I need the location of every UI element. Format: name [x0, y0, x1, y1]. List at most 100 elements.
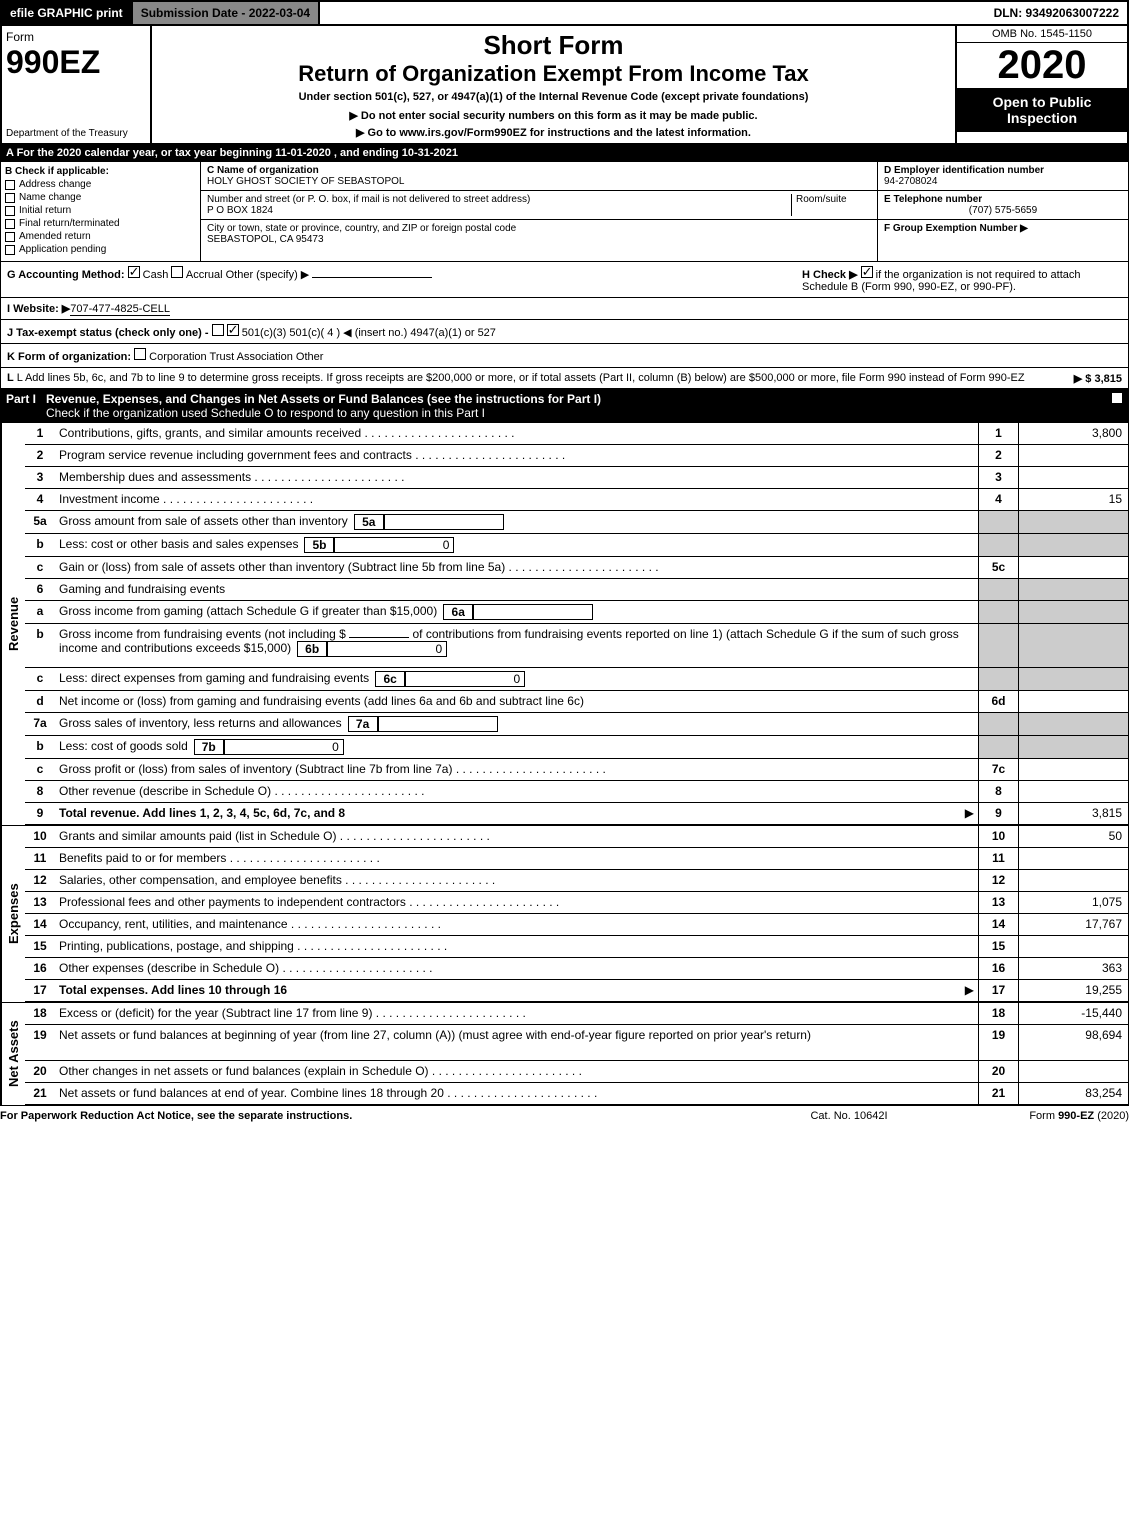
- part1-header: Part I Revenue, Expenses, and Changes in…: [0, 389, 1129, 423]
- line-1: Contributions, gifts, grants, and simila…: [55, 423, 978, 444]
- page-footer: For Paperwork Reduction Act Notice, see …: [0, 1106, 1129, 1126]
- meta-k: K Form of organization: Corporation Trus…: [0, 344, 1129, 368]
- l-amount: ▶ $ 3,815: [1074, 372, 1122, 385]
- line-6d-val: [1018, 691, 1128, 712]
- line-15-val: [1018, 936, 1128, 957]
- line-7b: Less: cost of goods sold7b0: [55, 736, 978, 758]
- revenue-label: Revenue: [1, 423, 25, 825]
- open-public: Open to Public Inspection: [957, 88, 1127, 132]
- line-5a: Gross amount from sale of assets other t…: [55, 511, 978, 533]
- line-4-val: 15: [1018, 489, 1128, 510]
- line-14: Occupancy, rent, utilities, and maintena…: [55, 914, 978, 935]
- form-header: Form 990EZ Department of the Treasury Sh…: [0, 26, 1129, 145]
- line-20: Other changes in net assets or fund bala…: [55, 1061, 978, 1082]
- h-checkbox[interactable]: [861, 266, 873, 278]
- line-3-val: [1018, 467, 1128, 488]
- footer-right: Form 990-EZ (2020): [949, 1110, 1129, 1122]
- check-amended-return[interactable]: Amended return: [5, 231, 196, 242]
- line-6d: Net income or (loss) from gaming and fun…: [55, 691, 978, 712]
- meta-j: J Tax-exempt status (check only one) - 5…: [0, 320, 1129, 344]
- revenue-section: Revenue 1Contributions, gifts, grants, a…: [0, 423, 1129, 826]
- line-6a: Gross income from gaming (attach Schedul…: [55, 601, 978, 623]
- check-name-change[interactable]: Name change: [5, 192, 196, 203]
- line-4: Investment income: [55, 489, 978, 510]
- line-12: Salaries, other compensation, and employ…: [55, 870, 978, 891]
- k-corp[interactable]: [134, 348, 146, 360]
- line-20-val: [1018, 1061, 1128, 1082]
- info-grid: B Check if applicable: Address change Na…: [0, 161, 1129, 262]
- part1-check[interactable]: [1111, 392, 1123, 404]
- line-18-val: -15,440: [1018, 1003, 1128, 1024]
- line-7a: Gross sales of inventory, less returns a…: [55, 713, 978, 735]
- e-label: E Telephone number: [884, 194, 1122, 205]
- check-b-label: B Check if applicable:: [5, 166, 196, 177]
- efile-label[interactable]: efile GRAPHIC print: [2, 2, 133, 24]
- line-6c: Less: direct expenses from gaming and fu…: [55, 668, 978, 690]
- line-16: Other expenses (describe in Schedule O): [55, 958, 978, 979]
- dln: DLN: 93492063007222: [986, 2, 1127, 24]
- line-8-val: [1018, 781, 1128, 802]
- c-label: C Name of organization: [207, 165, 871, 176]
- form-label: Form: [6, 30, 146, 44]
- line-10-val: 50: [1018, 826, 1128, 847]
- ssn-note: ▶ Do not enter social security numbers o…: [156, 109, 951, 122]
- phone: (707) 575-5659: [884, 205, 1122, 216]
- line-5b: Less: cost or other basis and sales expe…: [55, 534, 978, 556]
- check-address-change[interactable]: Address change: [5, 179, 196, 190]
- line-9: Total revenue. Add lines 1, 2, 3, 4, 5c,…: [55, 803, 978, 824]
- line-13-val: 1,075: [1018, 892, 1128, 913]
- footer-center: Cat. No. 10642I: [749, 1110, 949, 1122]
- line-5c-val: [1018, 557, 1128, 578]
- form-number: 990EZ: [6, 44, 146, 81]
- meta-g-h: G Accounting Method: Cash Accrual Other …: [0, 262, 1129, 298]
- check-final-return[interactable]: Final return/terminated: [5, 218, 196, 229]
- top-bar: efile GRAPHIC print Submission Date - 20…: [0, 0, 1129, 26]
- line-6: Gaming and fundraising events: [55, 579, 978, 600]
- expenses-label: Expenses: [1, 826, 25, 1002]
- line-6b: Gross income from fundraising events (no…: [55, 624, 978, 667]
- expenses-section: Expenses 10Grants and similar amounts pa…: [0, 826, 1129, 1003]
- omb-number: OMB No. 1545-1150: [957, 26, 1127, 43]
- line-16-val: 363: [1018, 958, 1128, 979]
- line-21: Net assets or fund balances at end of ye…: [55, 1083, 978, 1104]
- goto-link[interactable]: ▶ Go to www.irs.gov/Form990EZ for instru…: [156, 126, 951, 139]
- line-13: Professional fees and other payments to …: [55, 892, 978, 913]
- return-title: Return of Organization Exempt From Incom…: [156, 61, 951, 87]
- city: SEBASTOPOL, CA 95473: [207, 234, 871, 245]
- org-name: HOLY GHOST SOCIETY OF SEBASTOPOL: [207, 176, 871, 187]
- line-9-val: 3,815: [1018, 803, 1128, 824]
- j-501c3[interactable]: [212, 324, 224, 336]
- h-label: H Check ▶: [802, 269, 858, 281]
- accrual-checkbox[interactable]: [171, 266, 183, 278]
- line-3: Membership dues and assessments: [55, 467, 978, 488]
- check-initial-return[interactable]: Initial return: [5, 205, 196, 216]
- dept-label: Department of the Treasury: [6, 128, 146, 139]
- line-12-val: [1018, 870, 1128, 891]
- line-8: Other revenue (describe in Schedule O): [55, 781, 978, 802]
- street-label: Number and street (or P. O. box, if mail…: [207, 194, 791, 205]
- ein: 94-2708024: [884, 176, 1122, 187]
- meta-l: L L Add lines 5b, 6c, and 7b to line 9 t…: [0, 368, 1129, 389]
- under-section: Under section 501(c), 527, or 4947(a)(1)…: [156, 91, 951, 103]
- room-label: Room/suite: [791, 194, 871, 216]
- line-5c: Gain or (loss) from sale of assets other…: [55, 557, 978, 578]
- line-19: Net assets or fund balances at beginning…: [55, 1025, 978, 1060]
- g-label: G Accounting Method:: [7, 269, 125, 281]
- f-label: F Group Exemption Number ▶: [884, 223, 1122, 234]
- line-21-val: 83,254: [1018, 1083, 1128, 1104]
- net-assets-section: Net Assets 18Excess or (deficit) for the…: [0, 1003, 1129, 1106]
- line-17: Total expenses. Add lines 10 through 16 …: [55, 980, 978, 1001]
- line-18: Excess or (deficit) for the year (Subtra…: [55, 1003, 978, 1024]
- footer-left: For Paperwork Reduction Act Notice, see …: [0, 1110, 749, 1122]
- short-form-title: Short Form: [156, 30, 951, 61]
- line-19-val: 98,694: [1018, 1025, 1128, 1060]
- j-501c4[interactable]: [227, 324, 239, 336]
- tax-year: 2020: [957, 43, 1127, 88]
- cash-checkbox[interactable]: [128, 266, 140, 278]
- line-11: Benefits paid to or for members: [55, 848, 978, 869]
- section-a-period: A For the 2020 calendar year, or tax yea…: [0, 145, 1129, 161]
- line-14-val: 17,767: [1018, 914, 1128, 935]
- website: 707-477-4825-CELL: [70, 303, 170, 316]
- check-application-pending[interactable]: Application pending: [5, 244, 196, 255]
- submission-date: Submission Date - 2022-03-04: [133, 2, 320, 24]
